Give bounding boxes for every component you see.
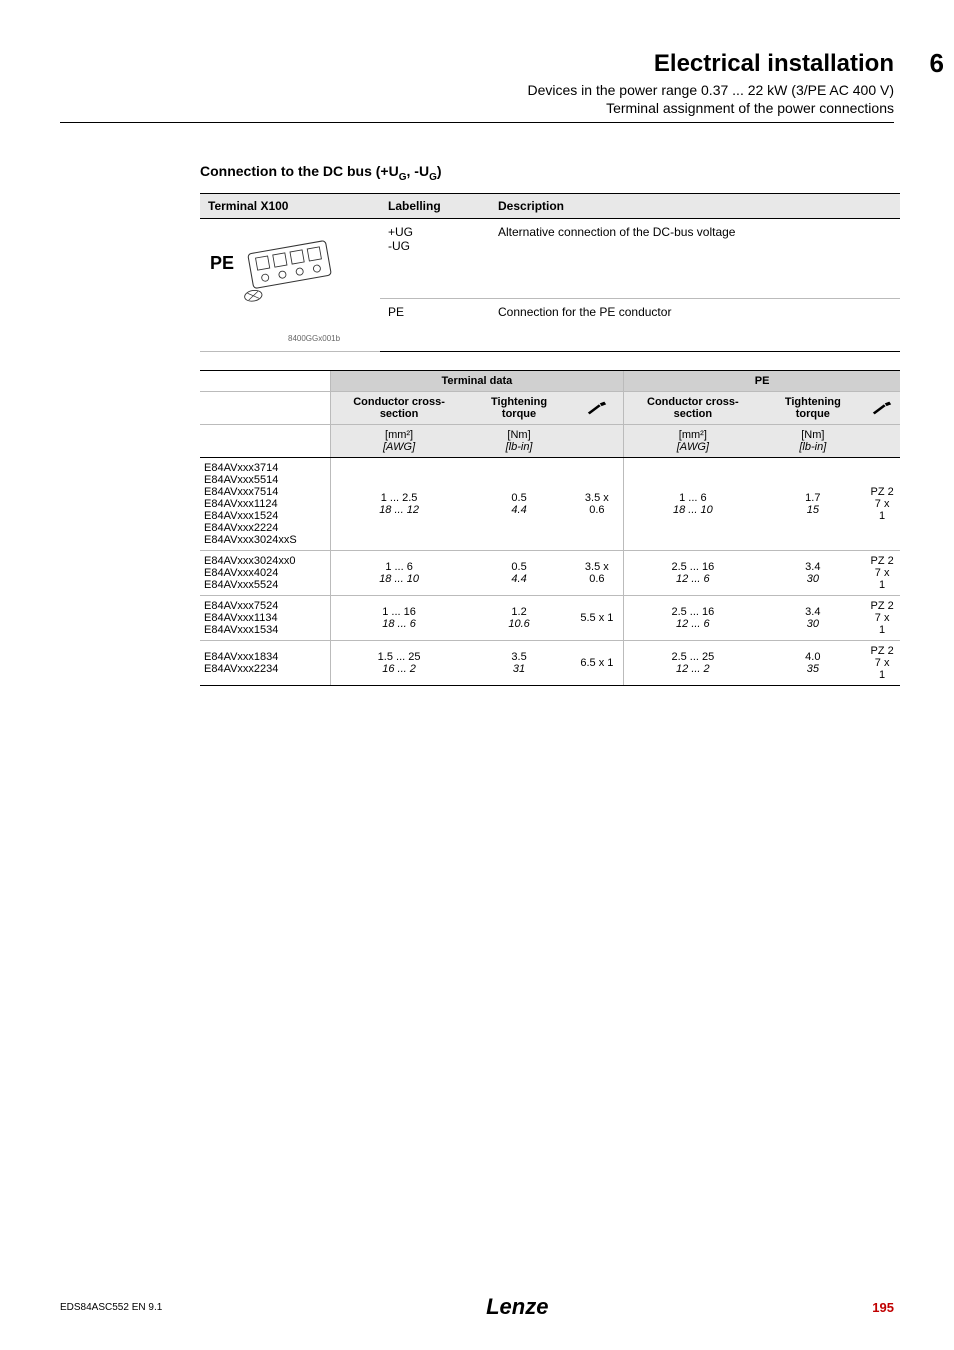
page-header: Electrical installation 6 Devices in the… xyxy=(60,50,894,123)
data-cell: 1 ... 1618 ... 6 xyxy=(330,595,468,640)
section-title-sub: G xyxy=(399,172,407,183)
terminal-desc: Alternative connection of the DC-bus vol… xyxy=(490,218,900,298)
section-title-text: ) xyxy=(437,163,442,179)
terminal-header: Description xyxy=(490,193,900,218)
data-table: Terminal data PE Conductor cross-section… xyxy=(200,370,900,686)
section-title-sub: G xyxy=(429,172,437,183)
section-title: Connection to the DC bus (+UG, -UG) xyxy=(200,163,894,183)
data-unit-blank xyxy=(200,424,330,457)
data-cell: PZ 27 x 1 xyxy=(864,640,900,685)
data-cell: PZ 27 x 1 xyxy=(864,595,900,640)
diagram-caption: 8400GGx001b xyxy=(288,334,340,343)
data-cell: 2.5 ... 1612 ... 6 xyxy=(624,595,762,640)
terminal-diagram-cell: PE xyxy=(200,218,380,351)
data-cell: 0.54.4 xyxy=(468,457,571,550)
data-unit xyxy=(864,424,900,457)
data-cell: 5.5 x 1 xyxy=(570,595,623,640)
terminal-desc: Connection for the PE conductor xyxy=(490,298,900,351)
data-cell: 1.5 ... 2516 ... 2 xyxy=(330,640,468,685)
data-cell: 1 ... 2.518 ... 12 xyxy=(330,457,468,550)
terminal-header: Labelling xyxy=(380,193,490,218)
header-subtitle-2: Terminal assignment of the power connect… xyxy=(60,100,894,116)
data-cell: 0.54.4 xyxy=(468,550,571,595)
data-cell: 1.715 xyxy=(761,457,864,550)
data-cell: 3.5 x 0.6 xyxy=(570,457,623,550)
terminal-table: Terminal X100 Labelling Description PE xyxy=(200,193,900,352)
model-list: E84AVxxx3024xx0E84AVxxx4024E84AVxxx5524 xyxy=(200,550,330,595)
data-cell: 3.430 xyxy=(761,595,864,640)
data-subheader: Tightening torque xyxy=(468,391,571,424)
model-list: E84AVxxx3714E84AVxxx5514E84AVxxx7514E84A… xyxy=(200,457,330,550)
chapter-number: 6 xyxy=(930,48,944,79)
terminal-label: +UG -UG xyxy=(380,218,490,298)
data-cell: 2.5 ... 1612 ... 6 xyxy=(624,550,762,595)
page-footer: EDS84ASC552 EN 9.1 Lenze 195 xyxy=(60,1294,894,1320)
data-cell: 2.5 ... 2512 ... 2 xyxy=(624,640,762,685)
data-cell: 1.210.6 xyxy=(468,595,571,640)
data-cell: PZ 27 x 1 xyxy=(864,457,900,550)
page-number: 195 xyxy=(872,1300,894,1315)
data-subheader: Conductor cross-section xyxy=(624,391,762,424)
data-unit: [mm²][AWG] xyxy=(330,424,468,457)
data-header-group: PE xyxy=(624,370,900,391)
data-cell: 3.430 xyxy=(761,550,864,595)
data-cell: 3.531 xyxy=(468,640,571,685)
footer-left: EDS84ASC552 EN 9.1 xyxy=(60,1302,162,1313)
data-unit: [Nm][lb-in] xyxy=(761,424,864,457)
pe-label: PE xyxy=(210,253,234,274)
data-unit xyxy=(570,424,623,457)
data-cell: 1 ... 618 ... 10 xyxy=(330,550,468,595)
header-title: Electrical installation xyxy=(654,50,894,78)
screwdriver-icon xyxy=(570,391,623,424)
data-cell: 6.5 x 1 xyxy=(570,640,623,685)
model-list: E84AVxxx1834E84AVxxx2234 xyxy=(200,640,330,685)
data-header-blank xyxy=(200,370,330,391)
screwdriver-icon xyxy=(864,391,900,424)
section-title-text: , -U xyxy=(407,163,430,179)
header-subtitle-1: Devices in the power range 0.37 ... 22 k… xyxy=(60,82,894,98)
terminal-header: Terminal X100 xyxy=(200,193,380,218)
terminal-diagram: PE xyxy=(208,225,368,345)
terminal-label: PE xyxy=(380,298,490,351)
data-unit: [mm²][AWG] xyxy=(624,424,762,457)
data-subheader: Tightening torque xyxy=(761,391,864,424)
data-cell: 4.035 xyxy=(761,640,864,685)
data-cell: 1 ... 618 ... 10 xyxy=(624,457,762,550)
data-unit: [Nm][lb-in] xyxy=(468,424,571,457)
data-subheader: Conductor cross-section xyxy=(330,391,468,424)
data-subheader-blank xyxy=(200,391,330,424)
footer-logo: Lenze xyxy=(486,1294,548,1320)
section-title-text: Connection to the DC bus (+U xyxy=(200,163,399,179)
data-cell: PZ 27 x 1 xyxy=(864,550,900,595)
model-list: E84AVxxx7524E84AVxxx1134E84AVxxx1534 xyxy=(200,595,330,640)
connector-illustration xyxy=(236,233,346,303)
data-cell: 3.5 x 0.6 xyxy=(570,550,623,595)
data-header-group: Terminal data xyxy=(330,370,624,391)
